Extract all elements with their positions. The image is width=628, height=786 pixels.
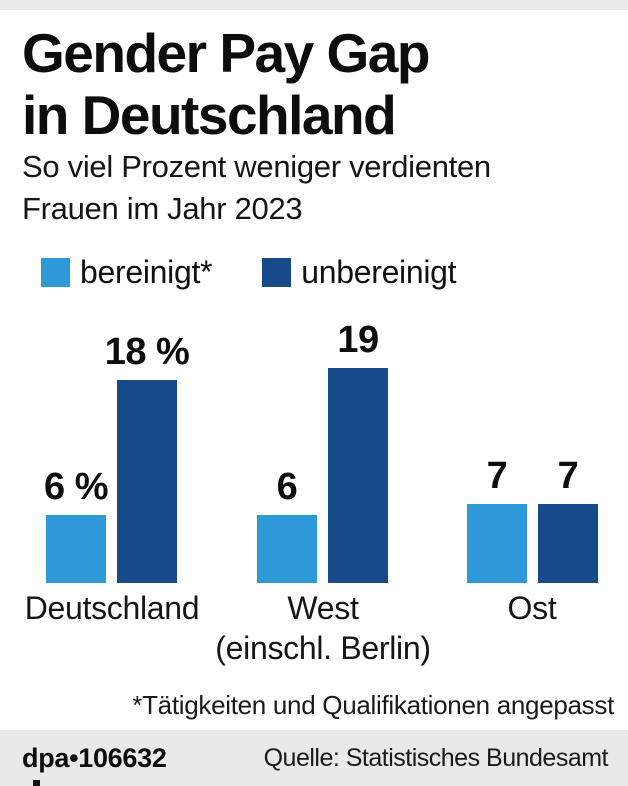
bar-value-label: 7 xyxy=(486,455,508,497)
bar-unbereinigt-deutschland: 18 % xyxy=(105,331,190,583)
dpa-credit: dpa•106632 xyxy=(22,742,167,773)
bar-bereinigt-west: 6 xyxy=(257,466,317,583)
bar-unbereinigt-west: 19 xyxy=(328,319,388,583)
footer-bar: dpa•106632 Quelle: Statistisches Bundesa… xyxy=(0,730,628,786)
cropped-logo-artifact xyxy=(33,780,40,786)
category-line-1: West xyxy=(287,590,359,626)
bar-value-label: 6 % xyxy=(44,466,108,508)
title-line-2: in Deutschland xyxy=(22,84,397,146)
legend-label: bereinigt* xyxy=(80,254,213,290)
legend-label: unbereinigt xyxy=(301,254,457,290)
legend: bereinigt* unbereinigt xyxy=(41,254,457,291)
title-line-1: Gender Pay Gap xyxy=(22,22,430,84)
bar-unbereinigt-ost: 7 xyxy=(538,455,598,583)
category-line-2: (einschl. Berlin) xyxy=(215,630,431,666)
footnote: *Tätigkeiten und Qualifikationen angepas… xyxy=(132,690,614,720)
category-line-1: Deutschland xyxy=(24,590,200,626)
category-line-1: Ost xyxy=(507,590,557,626)
legend-item-bereinigt: bereinigt* xyxy=(41,254,213,291)
page-title: Gender Pay Gap in Deutschland xyxy=(22,22,430,146)
category-label-deutschland: Deutschland xyxy=(25,588,200,628)
legend-swatch-dark-blue xyxy=(262,258,292,287)
subtitle-line-2: Frauen im Jahr 2023 xyxy=(22,191,303,226)
bar-value-label: 19 xyxy=(337,319,379,361)
top-strip xyxy=(0,0,628,10)
bar-value-label: 6 xyxy=(276,466,298,508)
category-label-ost: Ost xyxy=(508,588,557,628)
category-label-west: West (einschl. Berlin) xyxy=(215,588,431,668)
bar-bereinigt-ost: 7 xyxy=(467,455,527,583)
bar-chart: 6 % 18 % 6 19 7 7 xyxy=(44,319,598,583)
legend-item-unbereinigt: unbereinigt xyxy=(262,254,457,291)
source-attribution: Quelle: Statistisches Bundesamt xyxy=(263,743,609,772)
subtitle: So viel Prozent weniger verdienten Fraue… xyxy=(22,146,491,230)
bar-value-label: 18 % xyxy=(104,331,190,373)
legend-swatch-light-blue xyxy=(41,258,70,287)
bar-bereinigt-deutschland: 6 % xyxy=(44,466,108,583)
subtitle-line-1: So viel Prozent weniger verdienten xyxy=(22,149,491,184)
bar-value-label: 7 xyxy=(557,455,579,497)
